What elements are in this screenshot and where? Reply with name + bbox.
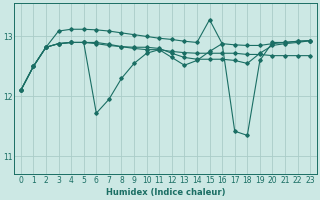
X-axis label: Humidex (Indice chaleur): Humidex (Indice chaleur) [106,188,225,197]
